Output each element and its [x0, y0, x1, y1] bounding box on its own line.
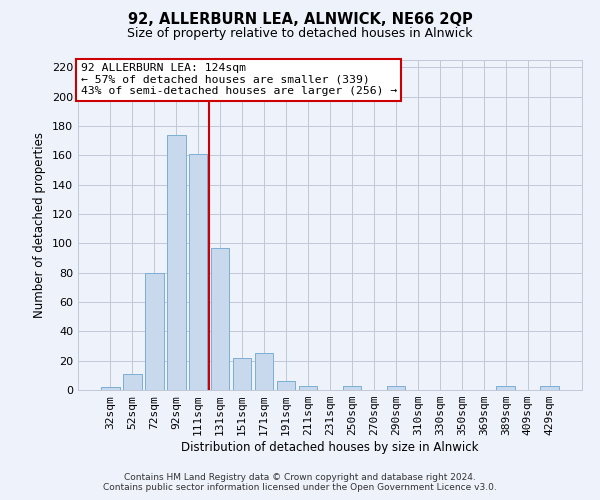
Bar: [496, 386, 515, 390]
Text: Size of property relative to detached houses in Alnwick: Size of property relative to detached ho…: [127, 28, 473, 40]
Bar: [386, 386, 405, 390]
Text: Contains HM Land Registry data © Crown copyright and database right 2024.
Contai: Contains HM Land Registry data © Crown c…: [103, 473, 497, 492]
Bar: [299, 386, 317, 390]
Bar: [145, 272, 164, 390]
Text: 92 ALLERBURN LEA: 124sqm
← 57% of detached houses are smaller (339)
43% of semi-: 92 ALLERBURN LEA: 124sqm ← 57% of detach…: [80, 64, 397, 96]
Bar: [167, 135, 185, 390]
Bar: [189, 154, 208, 390]
Bar: [277, 381, 295, 390]
Bar: [233, 358, 251, 390]
Bar: [343, 386, 361, 390]
Bar: [255, 354, 274, 390]
Y-axis label: Number of detached properties: Number of detached properties: [34, 132, 46, 318]
Bar: [211, 248, 229, 390]
Bar: [101, 387, 119, 390]
X-axis label: Distribution of detached houses by size in Alnwick: Distribution of detached houses by size …: [181, 441, 479, 454]
Bar: [541, 386, 559, 390]
Text: 92, ALLERBURN LEA, ALNWICK, NE66 2QP: 92, ALLERBURN LEA, ALNWICK, NE66 2QP: [128, 12, 472, 28]
Bar: [123, 374, 142, 390]
